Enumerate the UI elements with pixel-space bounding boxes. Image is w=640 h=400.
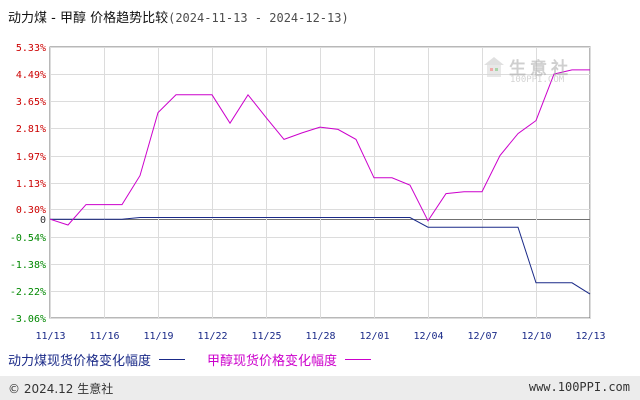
y-tick-label: -2.22%	[10, 287, 46, 298]
x-axis-ticks: 11/13 11/16 11/19 11/22 11/25 11/28 12/01 12/04…	[35, 331, 605, 342]
footer-copyright: © 2024.12 生意社	[8, 382, 114, 396]
y-tick-label: 4.49%	[16, 70, 46, 81]
series-line-methanol	[49, 69, 590, 226]
chart-title-range: (2024-11-13 - 2024-12-13)	[168, 11, 349, 25]
y-tick-label: 1.13%	[16, 179, 46, 190]
legend-label-methanol: 甲醇现货价格变化幅度	[207, 354, 338, 369]
watermark-text: 生意社	[509, 59, 572, 79]
chart-title: 动力煤 - 甲醇 价格趋势比较(2024-11-13 - 2024-12-13)	[8, 7, 349, 26]
x-tick-label: 11/13	[35, 331, 65, 342]
footer-bar: © 2024.12 生意社 www.100PPI.com	[0, 376, 640, 400]
watermark: 生意社 100PPI.COM	[482, 53, 592, 93]
y-tick-label: 5.33%	[16, 43, 46, 54]
y-tick-label: 3.65%	[16, 97, 46, 108]
watermark-logo-icon	[484, 57, 504, 77]
x-tick-label: 11/19	[143, 331, 173, 342]
legend-swatch-coal	[159, 359, 186, 360]
series-layer	[49, 69, 591, 295]
x-tick-label: 11/25	[251, 331, 281, 342]
y-tick-label: -1.38%	[10, 260, 46, 271]
y-zero-label: 0	[40, 215, 46, 226]
x-tick-label: 11/22	[197, 331, 227, 342]
x-tick-label: 12/10	[521, 331, 551, 342]
watermark-url: 100PPI.COM	[510, 75, 565, 85]
x-tick-label: 11/16	[89, 331, 119, 342]
x-tick-label: 12/04	[413, 331, 443, 342]
legend-label-coal: 动力煤现货价格变化幅度	[8, 354, 152, 369]
series-line-coal	[50, 217, 591, 295]
x-tick-label: 12/13	[575, 331, 605, 342]
chart-legend: 动力煤现货价格变化幅度 甲醇现货价格变化幅度	[8, 350, 372, 369]
x-tick-label: 12/01	[359, 331, 389, 342]
legend-swatch-methanol	[345, 359, 372, 360]
y-tick-label: 1.97%	[16, 152, 46, 163]
y-tick-label: -0.54%	[10, 233, 46, 244]
y-tick-label: 2.81%	[16, 124, 46, 135]
chart-title-main: 动力煤 - 甲醇 价格趋势比较	[8, 11, 169, 26]
grid-layer	[49, 46, 591, 319]
footer-site-link[interactable]: www.100PPI.com	[528, 380, 630, 394]
y-tick-label: 0.30%	[16, 205, 46, 216]
x-tick-label: 11/28	[305, 331, 335, 342]
y-tick-label: -3.06%	[10, 314, 46, 325]
x-tick-label: 12/07	[467, 331, 497, 342]
y-axis-ticks: 5.33% 4.49% 3.65% 2.81% 1.97% 1.13% 0.30% -0.54…	[10, 43, 46, 325]
